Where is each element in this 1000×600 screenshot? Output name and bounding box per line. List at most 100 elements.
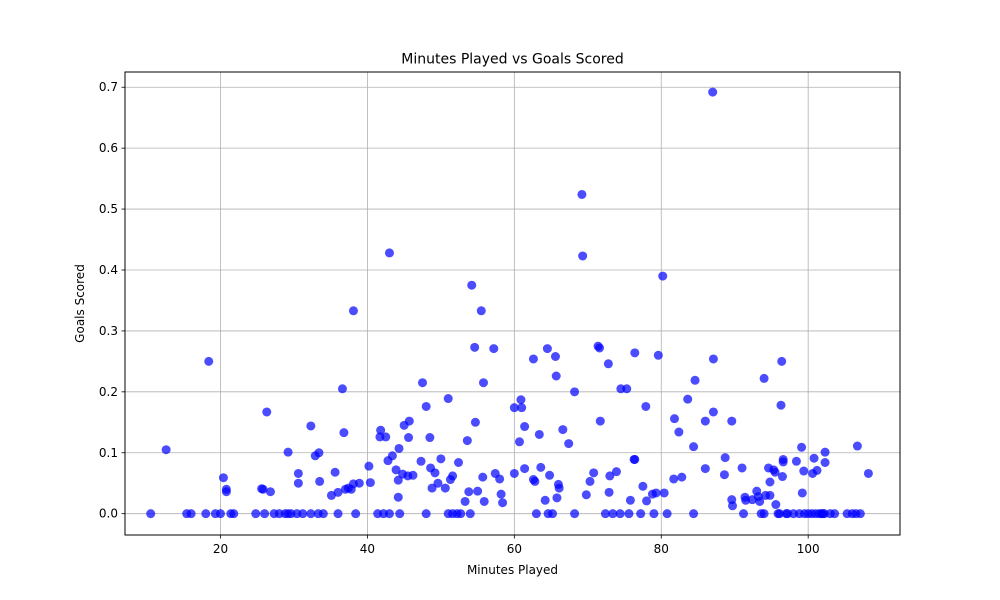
plot-frame <box>124 71 901 536</box>
data-point <box>315 476 325 486</box>
data-point <box>536 462 546 472</box>
data-point <box>260 509 270 519</box>
data-point <box>534 429 544 439</box>
data-point <box>700 416 710 426</box>
data-point <box>387 451 397 461</box>
data-point <box>516 395 526 405</box>
data-point <box>394 443 404 453</box>
data-point <box>727 416 737 426</box>
y-axis-ticks: 0.0 0.1 0.2 0.3 0.4 0.5 0.6 0.7 <box>99 80 125 521</box>
data-point <box>476 306 486 316</box>
data-point <box>669 414 679 424</box>
data-point <box>384 248 394 258</box>
data-point <box>381 432 391 442</box>
data-point <box>690 375 700 385</box>
data-point <box>820 447 830 457</box>
data-point <box>812 465 822 475</box>
data-point <box>669 474 679 484</box>
data-point <box>339 428 349 438</box>
data-points <box>146 87 873 519</box>
data-point <box>293 468 303 478</box>
data-point <box>443 394 453 404</box>
data-point <box>608 509 618 519</box>
x-axis-label: Minutes Played <box>467 563 558 577</box>
data-point <box>470 342 480 352</box>
data-point <box>161 445 171 455</box>
data-point <box>440 483 450 493</box>
data-point <box>551 371 561 381</box>
data-point <box>578 251 588 261</box>
data-point <box>384 509 394 519</box>
data-point <box>741 495 751 505</box>
data-point <box>391 465 401 475</box>
data-point <box>186 509 196 519</box>
data-point <box>393 492 403 502</box>
y-tick-label: 0.4 <box>99 263 118 277</box>
data-point <box>659 488 669 498</box>
data-point <box>863 468 873 478</box>
data-point <box>765 477 775 487</box>
data-point <box>262 407 272 417</box>
data-point <box>218 473 228 483</box>
data-point <box>770 467 780 477</box>
data-point <box>514 437 524 447</box>
data-point <box>700 464 710 474</box>
data-point <box>251 509 261 519</box>
data-point <box>662 509 672 519</box>
data-point <box>425 433 435 443</box>
data-point <box>630 454 640 464</box>
data-point <box>318 509 328 519</box>
grid <box>125 72 900 535</box>
data-point <box>489 344 499 354</box>
data-point <box>708 354 718 364</box>
x-tick-label: 40 <box>360 542 375 556</box>
data-point <box>520 422 530 432</box>
data-point <box>215 509 225 519</box>
data-point <box>330 467 340 477</box>
x-tick-label: 80 <box>654 542 669 556</box>
data-point <box>540 495 550 505</box>
data-point <box>221 487 231 497</box>
data-point <box>265 487 275 497</box>
data-point <box>581 490 591 500</box>
y-tick-label: 0.3 <box>99 324 118 338</box>
x-tick-label: 20 <box>213 542 228 556</box>
data-point <box>478 378 488 388</box>
x-axis-ticks: 20 40 60 80 100 <box>213 535 820 556</box>
data-point <box>855 509 865 519</box>
data-point <box>611 467 621 477</box>
data-point <box>649 509 659 519</box>
y-tick-label: 0.5 <box>99 202 118 216</box>
data-point <box>630 348 640 358</box>
data-point <box>337 384 347 394</box>
data-point <box>520 464 530 474</box>
data-point <box>498 498 508 508</box>
data-point <box>528 354 538 364</box>
data-point <box>683 394 693 404</box>
y-tick-label: 0.6 <box>99 141 118 155</box>
data-point <box>404 416 414 426</box>
data-point <box>585 476 595 486</box>
data-point <box>719 470 729 480</box>
data-point <box>558 425 568 435</box>
chart-title: Minutes Played vs Goals Scored <box>401 52 623 68</box>
data-point <box>641 401 651 411</box>
data-point <box>473 486 483 496</box>
data-point <box>737 463 747 473</box>
data-point <box>777 356 787 366</box>
data-point <box>552 493 562 503</box>
data-point <box>542 344 552 354</box>
data-point <box>625 495 635 505</box>
data-point <box>421 401 431 411</box>
data-point <box>739 509 749 519</box>
data-point <box>436 454 446 464</box>
data-point <box>653 350 663 360</box>
data-point <box>364 461 374 471</box>
data-point <box>314 448 324 458</box>
y-axis-label: Goals Scored <box>73 264 87 343</box>
data-point <box>430 468 440 478</box>
data-point <box>258 484 268 494</box>
data-point <box>462 436 472 446</box>
data-point <box>554 483 564 493</box>
data-point <box>564 439 574 449</box>
